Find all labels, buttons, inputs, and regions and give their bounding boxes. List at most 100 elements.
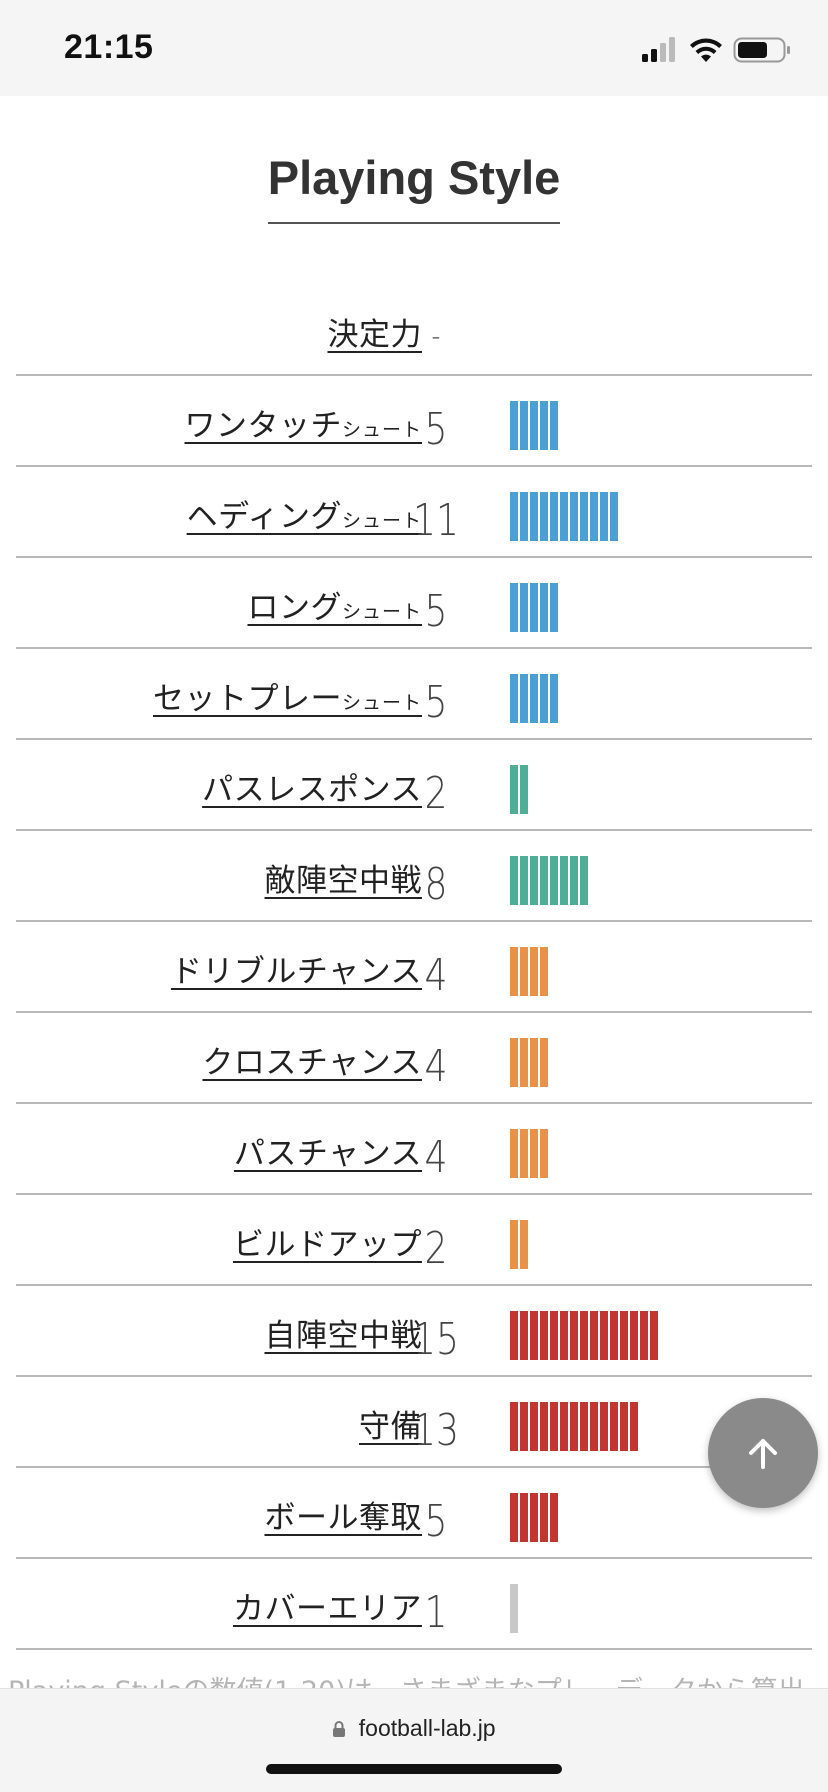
- bar-segment: [530, 947, 538, 996]
- bar-segment: [510, 765, 518, 814]
- bar-segment: [550, 401, 558, 450]
- style-bar: [510, 674, 560, 723]
- style-label-link[interactable]: ドリブルチャンス: [171, 946, 422, 991]
- bar-segment: [520, 1038, 528, 1087]
- style-label-text: 守備: [359, 1409, 422, 1445]
- bar-segment: [540, 947, 548, 996]
- style-bar: [510, 492, 620, 541]
- style-label-link[interactable]: 守備: [359, 1401, 422, 1446]
- bar-segment: [520, 1402, 528, 1451]
- bar-segment: [530, 401, 538, 450]
- style-bar: [510, 1402, 640, 1451]
- style-row: パスチャンス 4: [16, 1104, 812, 1195]
- style-label-link[interactable]: パスレスポンス: [202, 764, 422, 809]
- bar-segment: [530, 583, 538, 632]
- style-value: 5: [424, 404, 448, 455]
- style-label-link[interactable]: ボール奪取: [265, 1492, 423, 1537]
- style-label-text: ドリブルチャンス: [170, 954, 422, 990]
- bar-segment: [510, 856, 518, 905]
- bar-segment: [550, 492, 558, 541]
- style-bar: [510, 947, 550, 996]
- style-row: 自陣空中戦 15: [16, 1286, 812, 1377]
- style-label-text: 決定力: [327, 317, 422, 353]
- style-value: 11: [413, 495, 459, 546]
- bar-segment: [560, 1402, 568, 1451]
- style-row: ヘディングシュート 11: [16, 467, 812, 558]
- lock-icon: [333, 1721, 346, 1737]
- style-label-text: ワンタッチ: [184, 408, 342, 444]
- bar-segment: [560, 856, 568, 905]
- style-label-link[interactable]: 自陣空中戦: [265, 1310, 423, 1355]
- url-bar[interactable]: football-lab.jp: [0, 1715, 828, 1742]
- bar-segment: [590, 1311, 598, 1360]
- style-bar: [510, 1311, 660, 1360]
- bar-segment: [550, 1402, 558, 1451]
- bar-segment: [570, 856, 578, 905]
- bar-segment: [520, 674, 528, 723]
- style-bar: [510, 401, 560, 450]
- bar-segment: [630, 1311, 638, 1360]
- style-label-link[interactable]: カバーエリア: [233, 1583, 422, 1628]
- browser-bar: football-lab.jp: [0, 1688, 828, 1792]
- bar-segment: [510, 1311, 518, 1360]
- style-value: 4: [424, 1132, 448, 1183]
- style-label-link[interactable]: ビルドアップ: [233, 1219, 422, 1264]
- style-value: 5: [424, 586, 448, 637]
- bar-segment: [540, 1402, 548, 1451]
- bar-segment: [610, 492, 618, 541]
- bar-segment: [600, 1402, 608, 1451]
- style-row: ロングシュート 5: [16, 558, 812, 649]
- style-bar: [510, 1584, 520, 1633]
- bar-segment: [620, 1402, 628, 1451]
- style-value: 13: [413, 1405, 459, 1456]
- bar-segment: [510, 401, 518, 450]
- home-indicator[interactable]: [266, 1764, 562, 1774]
- bar-segment: [530, 492, 538, 541]
- style-row: ビルドアップ 2: [16, 1195, 812, 1286]
- bar-segment: [650, 1311, 658, 1360]
- status-time: 21:15: [64, 28, 154, 66]
- bar-segment: [530, 674, 538, 723]
- bar-segment: [550, 1311, 558, 1360]
- style-value: 2: [424, 768, 448, 819]
- style-label-link[interactable]: ロングシュート: [247, 582, 422, 627]
- style-label-link[interactable]: パスチャンス: [234, 1128, 422, 1173]
- bar-segment: [580, 492, 588, 541]
- bar-segment: [520, 1220, 528, 1269]
- style-label-sub: シュート: [341, 419, 422, 441]
- style-label-link[interactable]: クロスチャンス: [202, 1037, 422, 1082]
- bar-segment: [580, 1402, 588, 1451]
- bar-segment: [620, 1311, 628, 1360]
- style-row: セットプレーシュート 5: [16, 649, 812, 740]
- bar-segment: [630, 1402, 638, 1451]
- bar-segment: [520, 856, 528, 905]
- battery-icon: [733, 37, 790, 63]
- style-bar: [510, 1129, 550, 1178]
- status-bar: 21:15: [0, 0, 828, 96]
- style-label-text: パスチャンス: [233, 1136, 422, 1172]
- style-label-link[interactable]: ワンタッチシュート: [184, 400, 422, 445]
- scroll-top-button[interactable]: [708, 1398, 818, 1508]
- style-label-text: パスレスポンス: [202, 772, 422, 808]
- bar-segment: [610, 1311, 618, 1360]
- style-bar: [510, 1493, 560, 1542]
- style-bar: [510, 1220, 530, 1269]
- style-label-link[interactable]: ヘディングシュート: [187, 491, 422, 536]
- bar-segment: [510, 1129, 518, 1178]
- bar-segment: [520, 1311, 528, 1360]
- style-bar: [510, 1038, 550, 1087]
- style-bar: [510, 583, 560, 632]
- style-label-link[interactable]: 敵陣空中戦: [265, 855, 423, 900]
- bar-segment: [530, 1038, 538, 1087]
- style-label-link[interactable]: 決定力: [328, 309, 423, 354]
- bar-segment: [540, 1311, 548, 1360]
- bar-segment: [540, 1493, 548, 1542]
- bar-segment: [550, 583, 558, 632]
- bar-segment: [510, 947, 518, 996]
- style-row: ドリブルチャンス 4: [16, 922, 812, 1013]
- bar-segment: [510, 1220, 518, 1269]
- style-label-link[interactable]: セットプレーシュート: [153, 673, 422, 718]
- bar-segment: [520, 947, 528, 996]
- style-label-text: ロング: [247, 590, 342, 626]
- style-label-text: 敵陣空中戦: [264, 863, 422, 899]
